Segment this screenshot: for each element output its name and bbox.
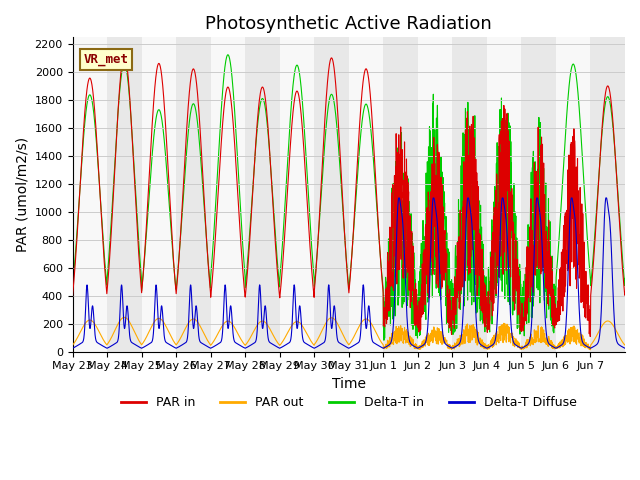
Bar — [280, 37, 314, 351]
Bar — [176, 37, 211, 351]
Bar — [314, 37, 349, 351]
X-axis label: Time: Time — [332, 377, 366, 391]
Bar — [591, 37, 625, 351]
Text: VR_met: VR_met — [84, 53, 129, 66]
Legend: PAR in, PAR out, Delta-T in, Delta-T Diffuse: PAR in, PAR out, Delta-T in, Delta-T Dif… — [116, 391, 582, 414]
Bar — [141, 37, 176, 351]
Bar — [522, 37, 556, 351]
Bar — [245, 37, 280, 351]
Bar — [211, 37, 245, 351]
Bar — [487, 37, 522, 351]
Bar — [383, 37, 418, 351]
Bar — [556, 37, 591, 351]
Bar — [107, 37, 141, 351]
Bar — [418, 37, 452, 351]
Title: Photosynthetic Active Radiation: Photosynthetic Active Radiation — [205, 15, 492, 33]
Bar — [349, 37, 383, 351]
Bar — [72, 37, 107, 351]
Y-axis label: PAR (umol/m2/s): PAR (umol/m2/s) — [15, 137, 29, 252]
Bar — [452, 37, 487, 351]
